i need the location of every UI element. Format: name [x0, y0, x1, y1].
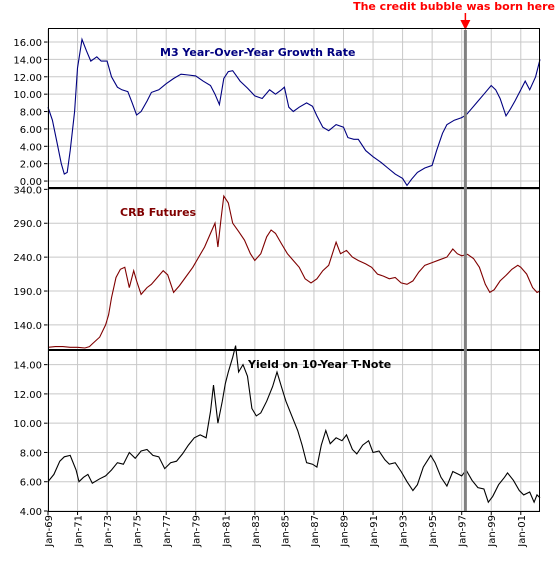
x-tick-label: Jan-83	[251, 515, 262, 548]
x-tick-label: Jan-99	[487, 515, 498, 548]
y-tick-label: 290.0	[13, 219, 42, 230]
x-tick-label: Jan-85	[280, 515, 291, 548]
plot-frame	[48, 28, 540, 512]
series-line	[47, 194, 541, 349]
x-tick-label: Jan-71	[74, 515, 85, 548]
x-tick-label: Jan-91	[369, 515, 380, 548]
y-tick-label: 8.00	[20, 108, 42, 119]
panels-layer: 0.00 2.00 4.00 6.00 8.00 10.00 12.00 14.00 16.00…	[13, 29, 541, 518]
x-tick-label: Jan-87	[310, 515, 321, 548]
y-tick-label: 190.0	[13, 287, 42, 298]
y-tick-label: 16.00	[13, 38, 42, 49]
x-tick-label: Jan-95	[428, 515, 439, 548]
y-tick-label: 14.00	[13, 55, 42, 66]
x-tick-label: Jan-81	[221, 515, 232, 548]
y-tick-label: 6.00	[20, 478, 42, 489]
x-tick-label: Jan-77	[162, 515, 173, 548]
x-tick-label: Jan-73	[103, 515, 114, 548]
annotation-arrow-head	[460, 20, 471, 30]
y-tick-label: 8.00	[20, 448, 42, 459]
x-tick-label: Jan-01	[517, 515, 528, 548]
series-title: M3 Year-Over-Year Growth Rate	[160, 46, 355, 59]
x-tick-label: Jan-89	[339, 515, 350, 548]
x-axis: Jan-69 Jan-71 Jan-73 Jan-75 Jan-77 Jan-79 Jan-…	[44, 511, 528, 548]
y-tick-label: 10.00	[13, 90, 42, 101]
series-line	[47, 37, 541, 187]
y-tick-label: 140.0	[13, 321, 42, 332]
y-tick-label: 4.00	[20, 507, 42, 518]
y-tick-label: 12.00	[13, 73, 42, 84]
y-tick-label: 4.00	[20, 142, 42, 153]
y-tick-label: 14.00	[13, 361, 42, 372]
y-tick-label: 340.0	[13, 185, 42, 196]
y-tick-label: 6.00	[20, 125, 42, 136]
series-line	[47, 345, 541, 504]
x-tick-label: Jan-69	[44, 515, 55, 548]
y-tick-label: 2.00	[20, 160, 42, 171]
y-tick-label: 12.00	[13, 390, 42, 401]
x-tick-label: Jan-93	[399, 515, 410, 548]
series-title: CRB Futures	[120, 206, 197, 219]
series-title: Yield on 10-Year T-Note	[247, 358, 391, 371]
panel-2: 140.0 190.0 240.0 290.0 340.0 CRB Futures	[13, 185, 541, 350]
x-tick-label: Jan-79	[192, 515, 203, 548]
x-tick-label: Jan-75	[133, 515, 144, 548]
y-tick-label: 240.0	[13, 253, 42, 264]
x-tick-label: Jan-97	[458, 515, 469, 548]
y-tick-label: 0.00	[20, 177, 42, 188]
y-tick-label: 10.00	[13, 419, 42, 430]
annotation-text: The credit bubble was born here	[353, 0, 555, 13]
annotation-layer: The credit bubble was born here	[353, 0, 555, 511]
